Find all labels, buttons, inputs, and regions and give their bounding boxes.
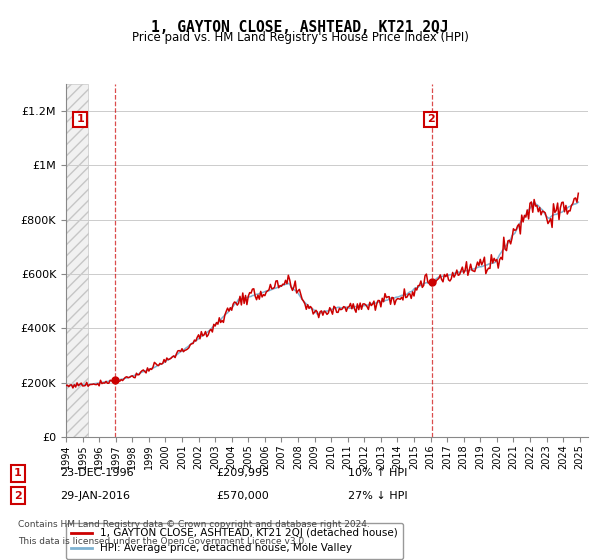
Text: 2: 2 [427, 114, 434, 124]
Text: £570,000: £570,000 [216, 491, 269, 501]
Text: 29-JAN-2016: 29-JAN-2016 [60, 491, 130, 501]
Text: 1: 1 [14, 468, 22, 478]
Text: 23-DEC-1996: 23-DEC-1996 [60, 468, 134, 478]
Text: Contains HM Land Registry data © Crown copyright and database right 2024.: Contains HM Land Registry data © Crown c… [18, 520, 370, 529]
Text: 2: 2 [14, 491, 22, 501]
Text: 27% ↓ HPI: 27% ↓ HPI [348, 491, 407, 501]
Text: 1, GAYTON CLOSE, ASHTEAD, KT21 2QJ: 1, GAYTON CLOSE, ASHTEAD, KT21 2QJ [151, 20, 449, 35]
Text: 10% ↑ HPI: 10% ↑ HPI [348, 468, 407, 478]
Bar [66, 84, 88, 437]
Text: Price paid vs. HM Land Registry's House Price Index (HPI): Price paid vs. HM Land Registry's House … [131, 31, 469, 44]
Text: £209,995: £209,995 [216, 468, 269, 478]
Legend: 1, GAYTON CLOSE, ASHTEAD, KT21 2QJ (detached house), HPI: Average price, detache: 1, GAYTON CLOSE, ASHTEAD, KT21 2QJ (deta… [66, 523, 403, 558]
Text: This data is licensed under the Open Government Licence v3.0.: This data is licensed under the Open Gov… [18, 537, 307, 546]
Text: 1: 1 [76, 114, 84, 124]
